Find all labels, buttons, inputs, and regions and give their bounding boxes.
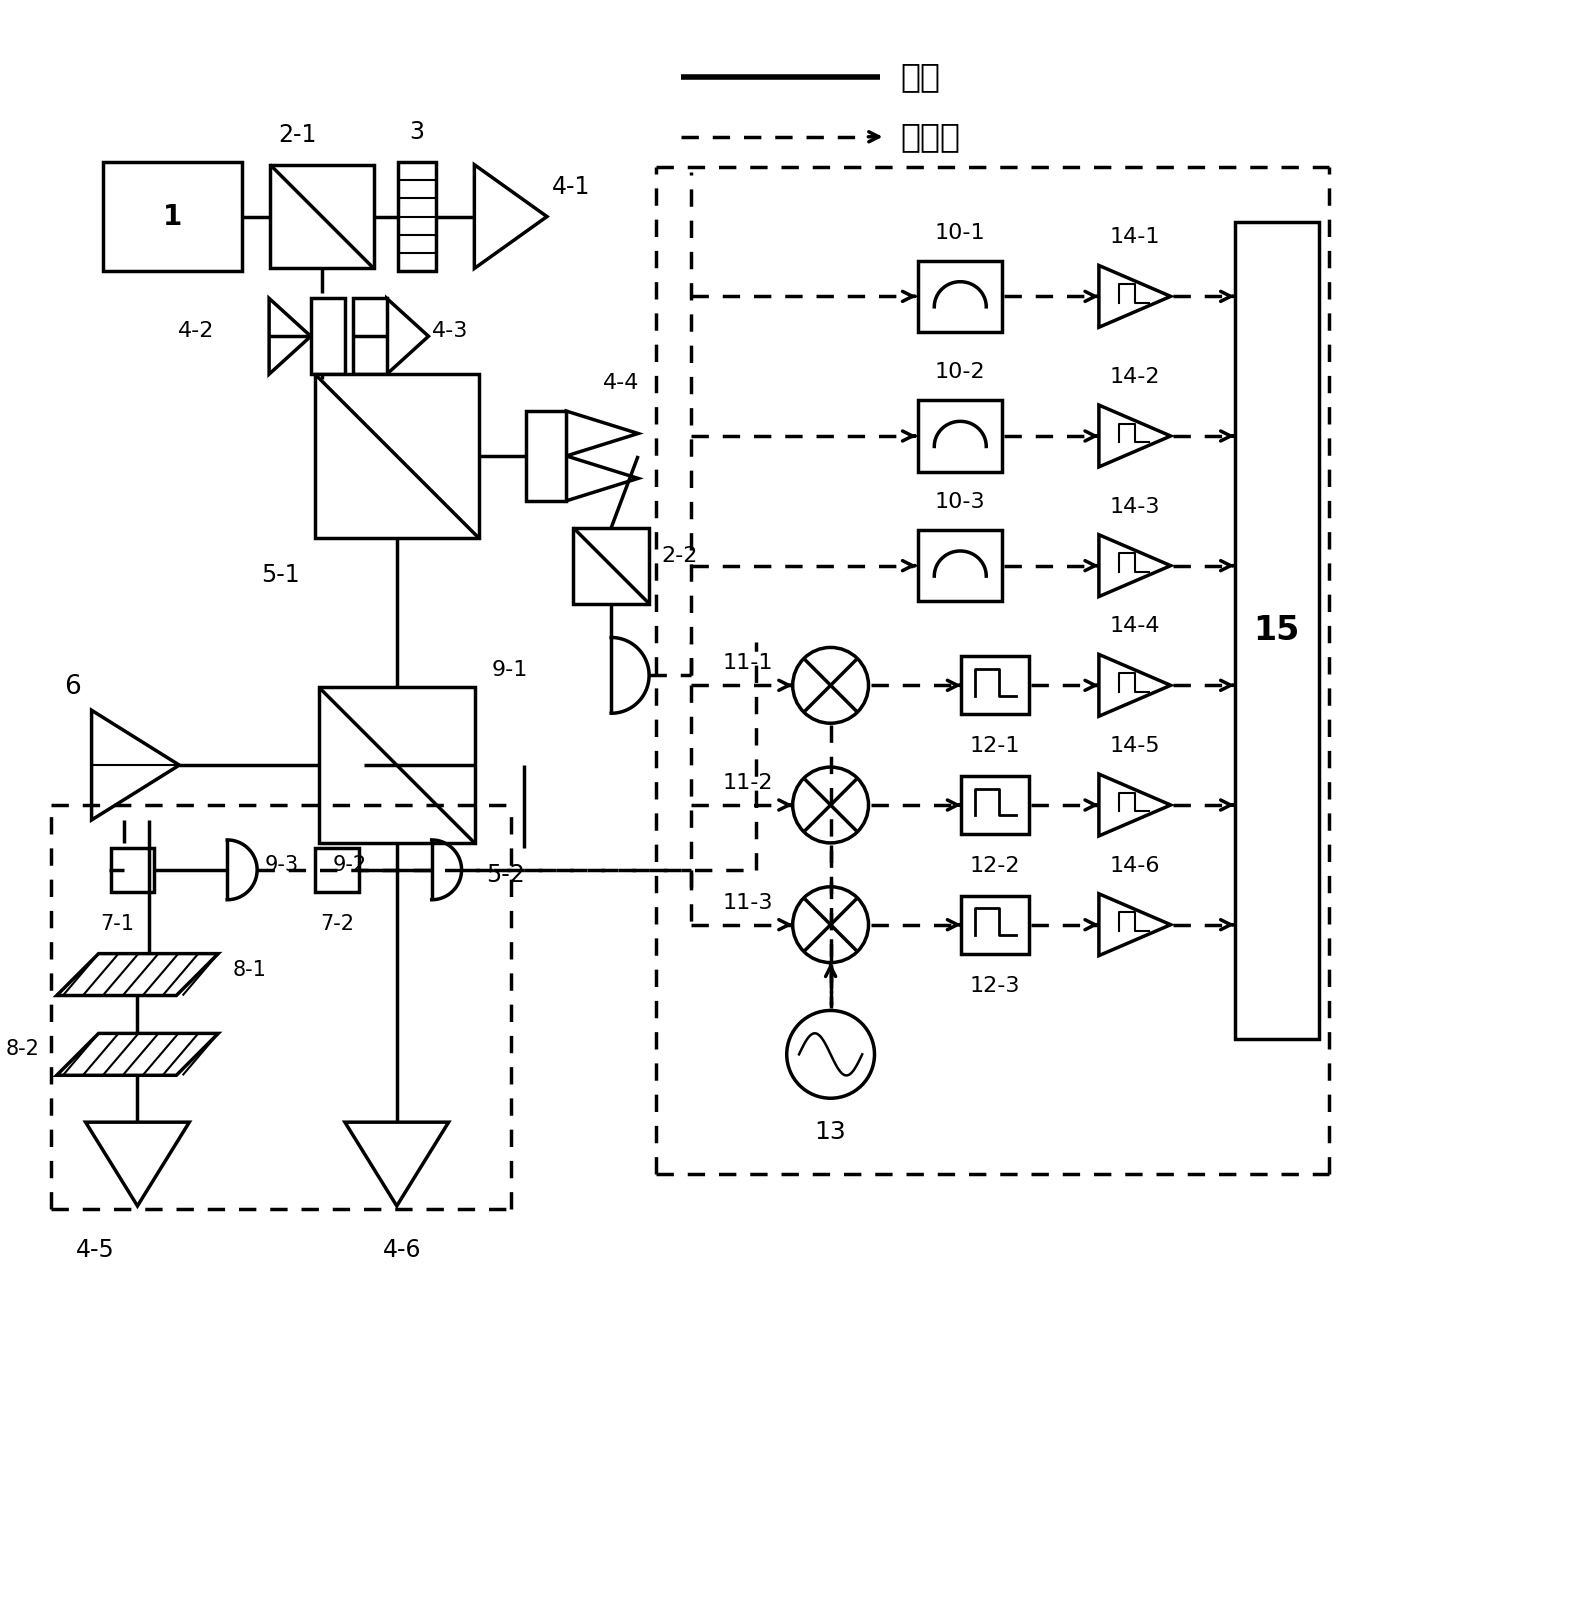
Text: 10-1: 10-1 <box>935 224 986 243</box>
Bar <box>918 261 1002 332</box>
Text: 4-2: 4-2 <box>178 321 214 342</box>
Bar <box>398 162 436 272</box>
Text: 8-2: 8-2 <box>6 1040 40 1059</box>
Text: 4-4: 4-4 <box>602 373 639 394</box>
Text: 14-4: 14-4 <box>1110 617 1160 637</box>
Text: 11-3: 11-3 <box>723 893 773 912</box>
Text: 10-3: 10-3 <box>935 492 986 512</box>
Bar <box>315 374 479 538</box>
Text: 14-2: 14-2 <box>1110 368 1160 387</box>
Text: 12-2: 12-2 <box>970 855 1021 876</box>
Text: 13: 13 <box>815 1119 846 1144</box>
Text: 光线: 光线 <box>900 60 940 94</box>
Text: 5-1: 5-1 <box>262 562 300 586</box>
Text: 12-3: 12-3 <box>970 975 1021 996</box>
Bar <box>353 298 387 374</box>
Bar <box>961 656 1029 714</box>
Bar <box>311 298 346 374</box>
Bar <box>111 847 154 891</box>
Bar <box>103 162 243 272</box>
Bar <box>961 776 1029 834</box>
Text: 4-1: 4-1 <box>552 175 591 199</box>
Text: 14-1: 14-1 <box>1110 227 1160 248</box>
Bar <box>574 528 650 604</box>
Text: 11-2: 11-2 <box>723 773 773 794</box>
Text: 15: 15 <box>1254 614 1300 646</box>
Text: 12-1: 12-1 <box>970 735 1021 757</box>
Text: 6: 6 <box>63 674 81 700</box>
Text: 9-2: 9-2 <box>333 855 366 875</box>
Text: 1: 1 <box>163 202 182 230</box>
Bar <box>269 165 374 269</box>
Text: 信号线: 信号线 <box>900 120 961 154</box>
Bar <box>918 530 1002 601</box>
Bar <box>319 687 474 842</box>
Bar <box>1235 222 1319 1040</box>
Text: 8-1: 8-1 <box>231 959 266 980</box>
Text: 5-2: 5-2 <box>487 863 525 886</box>
Text: 4-6: 4-6 <box>382 1238 422 1262</box>
Text: 4-3: 4-3 <box>433 321 469 342</box>
Text: 7-2: 7-2 <box>320 914 353 933</box>
Bar <box>315 847 358 891</box>
Text: 3: 3 <box>409 120 425 144</box>
Text: 2-2: 2-2 <box>661 546 697 565</box>
Text: 2-1: 2-1 <box>277 123 317 147</box>
Bar <box>918 400 1002 471</box>
Text: 4-5: 4-5 <box>76 1238 114 1262</box>
Text: 14-3: 14-3 <box>1110 497 1160 517</box>
Text: 11-1: 11-1 <box>723 653 773 674</box>
Text: 10-2: 10-2 <box>935 363 986 382</box>
Text: 9-3: 9-3 <box>265 855 300 875</box>
Text: 7-1: 7-1 <box>100 914 135 933</box>
Text: 9-1: 9-1 <box>491 661 528 680</box>
Text: 14-6: 14-6 <box>1110 855 1160 876</box>
Bar <box>961 896 1029 954</box>
Bar <box>526 411 566 501</box>
Text: 14-5: 14-5 <box>1110 735 1160 757</box>
